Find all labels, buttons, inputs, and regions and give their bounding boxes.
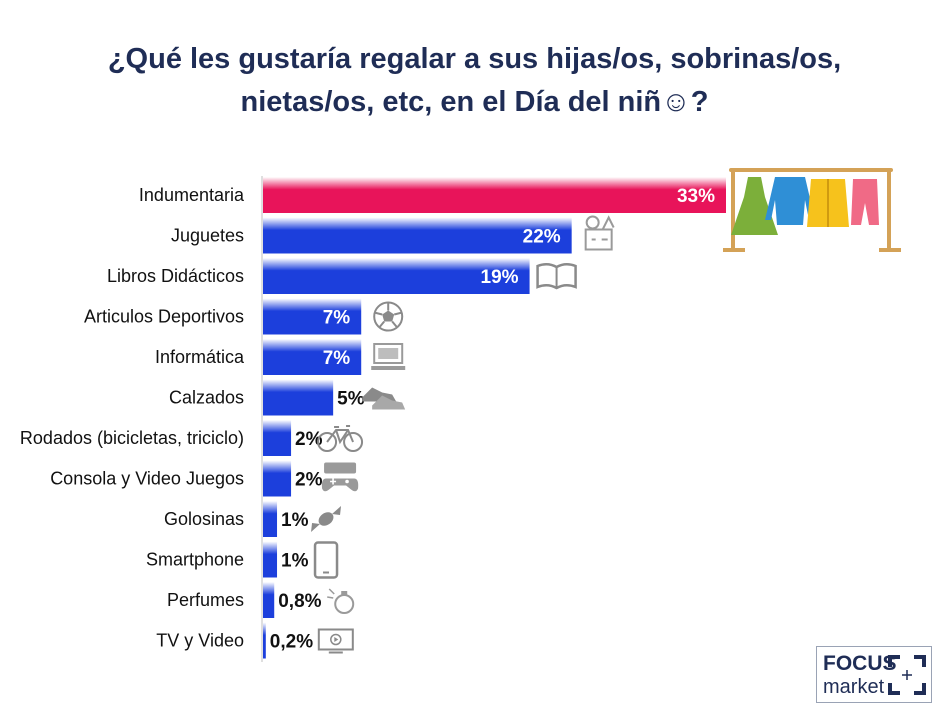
smartphone-icon bbox=[313, 541, 339, 579]
toys-box-icon bbox=[584, 215, 615, 251]
bar bbox=[263, 379, 334, 416]
bar bbox=[263, 501, 278, 537]
clothes-rack-icon bbox=[723, 168, 901, 252]
icons-layer bbox=[311, 168, 901, 654]
value-label: 0,8% bbox=[278, 591, 321, 612]
bar bbox=[263, 582, 275, 618]
logo-text-focus: FOCUS bbox=[823, 652, 897, 675]
game-console-icon bbox=[321, 462, 359, 492]
value-label: 5% bbox=[337, 389, 365, 410]
value-label: 7% bbox=[323, 348, 351, 369]
value-label: 22% bbox=[523, 227, 561, 248]
sneakers-icon bbox=[362, 387, 406, 410]
computer-icon bbox=[371, 343, 406, 370]
bar bbox=[263, 622, 266, 659]
category-label: Articulos Deportivos bbox=[84, 307, 244, 327]
category-label: Libros Didácticos bbox=[107, 266, 244, 286]
bar bbox=[263, 339, 362, 375]
category-label: Calzados bbox=[169, 388, 244, 408]
perfume-icon bbox=[327, 588, 355, 614]
bar bbox=[263, 177, 726, 213]
value-label: 0,2% bbox=[270, 632, 313, 653]
logo-frame-icon bbox=[888, 655, 926, 695]
bar bbox=[263, 217, 572, 254]
chart-title: ¿Qué les gustaría regalar a sus hijas/os… bbox=[0, 38, 949, 124]
category-label: TV y Video bbox=[156, 631, 244, 651]
bar bbox=[263, 460, 292, 497]
value-label: 2% bbox=[295, 470, 323, 491]
value-label: 7% bbox=[323, 308, 351, 329]
value-label: 33% bbox=[677, 186, 715, 207]
bar bbox=[263, 541, 278, 578]
value-label: 1% bbox=[281, 510, 309, 531]
bar bbox=[263, 258, 530, 294]
tv-icon bbox=[317, 628, 354, 654]
category-label: Perfumes bbox=[167, 590, 244, 610]
category-label: Informática bbox=[155, 347, 245, 367]
candy-icon bbox=[311, 506, 342, 532]
bars-layer: Indumentaria 33% Juguetes 22% Libros Didácti… bbox=[20, 177, 726, 659]
value-label: 1% bbox=[281, 551, 309, 572]
bar bbox=[263, 420, 292, 456]
value-label: 19% bbox=[481, 267, 519, 288]
category-label: Rodados (bicicletas, triciclo) bbox=[20, 428, 244, 448]
category-label: Consola y Video Juegos bbox=[50, 469, 244, 489]
category-label: Juguetes bbox=[171, 226, 244, 246]
book-icon bbox=[536, 263, 577, 290]
category-label: Smartphone bbox=[146, 550, 244, 570]
bar bbox=[263, 298, 362, 335]
category-label: Indumentaria bbox=[139, 185, 245, 205]
value-label: 2% bbox=[295, 429, 323, 450]
focus-market-logo: FOCUS market bbox=[816, 646, 932, 703]
logo-text-market: market bbox=[823, 676, 885, 698]
category-label: Golosinas bbox=[164, 509, 244, 529]
soccer-ball-icon bbox=[373, 301, 404, 332]
title-line-1: ¿Qué les gustaría regalar a sus hijas/os… bbox=[107, 43, 842, 75]
bicycle-icon bbox=[317, 425, 364, 452]
title-line-2: nietas/os, etc, en el Día del niñ☺? bbox=[240, 86, 709, 118]
